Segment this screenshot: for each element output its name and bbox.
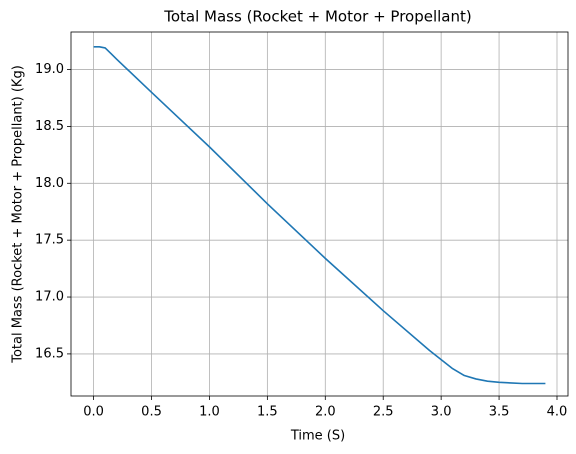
data-line xyxy=(93,45,546,385)
y-tick-label: 17.5 xyxy=(35,233,64,248)
x-tick-label: 1.0 xyxy=(199,405,220,420)
x-axis-label: Time (S) xyxy=(290,429,345,444)
chart-title: Total Mass (Rocket + Motor + Propellant) xyxy=(163,8,472,26)
x-tick-label: 0.0 xyxy=(83,405,104,420)
y-tick-label: 18.5 xyxy=(35,119,64,134)
x-tick-label: 3.0 xyxy=(431,405,452,420)
y-tick-label: 17.0 xyxy=(35,290,64,305)
y-axis-label: Total Mass (Rocket + Motor + Propellant)… xyxy=(11,65,26,364)
x-tick-label: 2.5 xyxy=(373,405,394,420)
x-tick-label: 3.5 xyxy=(489,405,510,420)
plot-frame xyxy=(70,31,569,397)
y-tick-label: 18.0 xyxy=(35,176,64,191)
x-tick-label: 0.5 xyxy=(141,405,162,420)
x-tick-label: 4.0 xyxy=(547,405,568,420)
y-tick-label: 16.5 xyxy=(35,346,64,361)
y-tick-label: 19.0 xyxy=(35,62,64,77)
x-tick-label: 1.5 xyxy=(257,405,278,420)
x-tick-label: 2.0 xyxy=(315,405,336,420)
